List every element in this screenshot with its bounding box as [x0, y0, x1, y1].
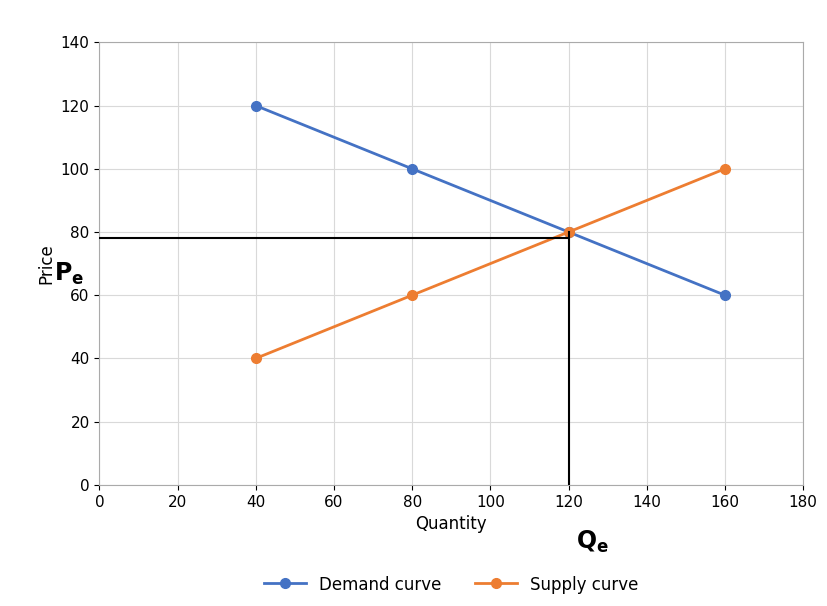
Legend: Demand curve, Supply curve: Demand curve, Supply curve	[257, 569, 644, 601]
Text: $\mathbf{P_e}$: $\mathbf{P_e}$	[54, 261, 84, 287]
Demand curve	[407, 165, 417, 173]
Supply curve	[407, 291, 417, 299]
Y-axis label: Price: Price	[37, 243, 55, 284]
Supply curve	[251, 355, 261, 362]
Text: $\mathbf{Q_e}$: $\mathbf{Q_e}$	[576, 529, 609, 555]
Line: Supply curve: Supply curve	[251, 164, 729, 363]
Supply curve	[563, 228, 573, 236]
X-axis label: Quantity: Quantity	[415, 515, 486, 533]
Demand curve	[719, 291, 729, 299]
Line: Demand curve: Demand curve	[251, 101, 729, 300]
Demand curve	[251, 102, 261, 109]
Supply curve	[719, 165, 729, 173]
Demand curve	[563, 228, 573, 236]
